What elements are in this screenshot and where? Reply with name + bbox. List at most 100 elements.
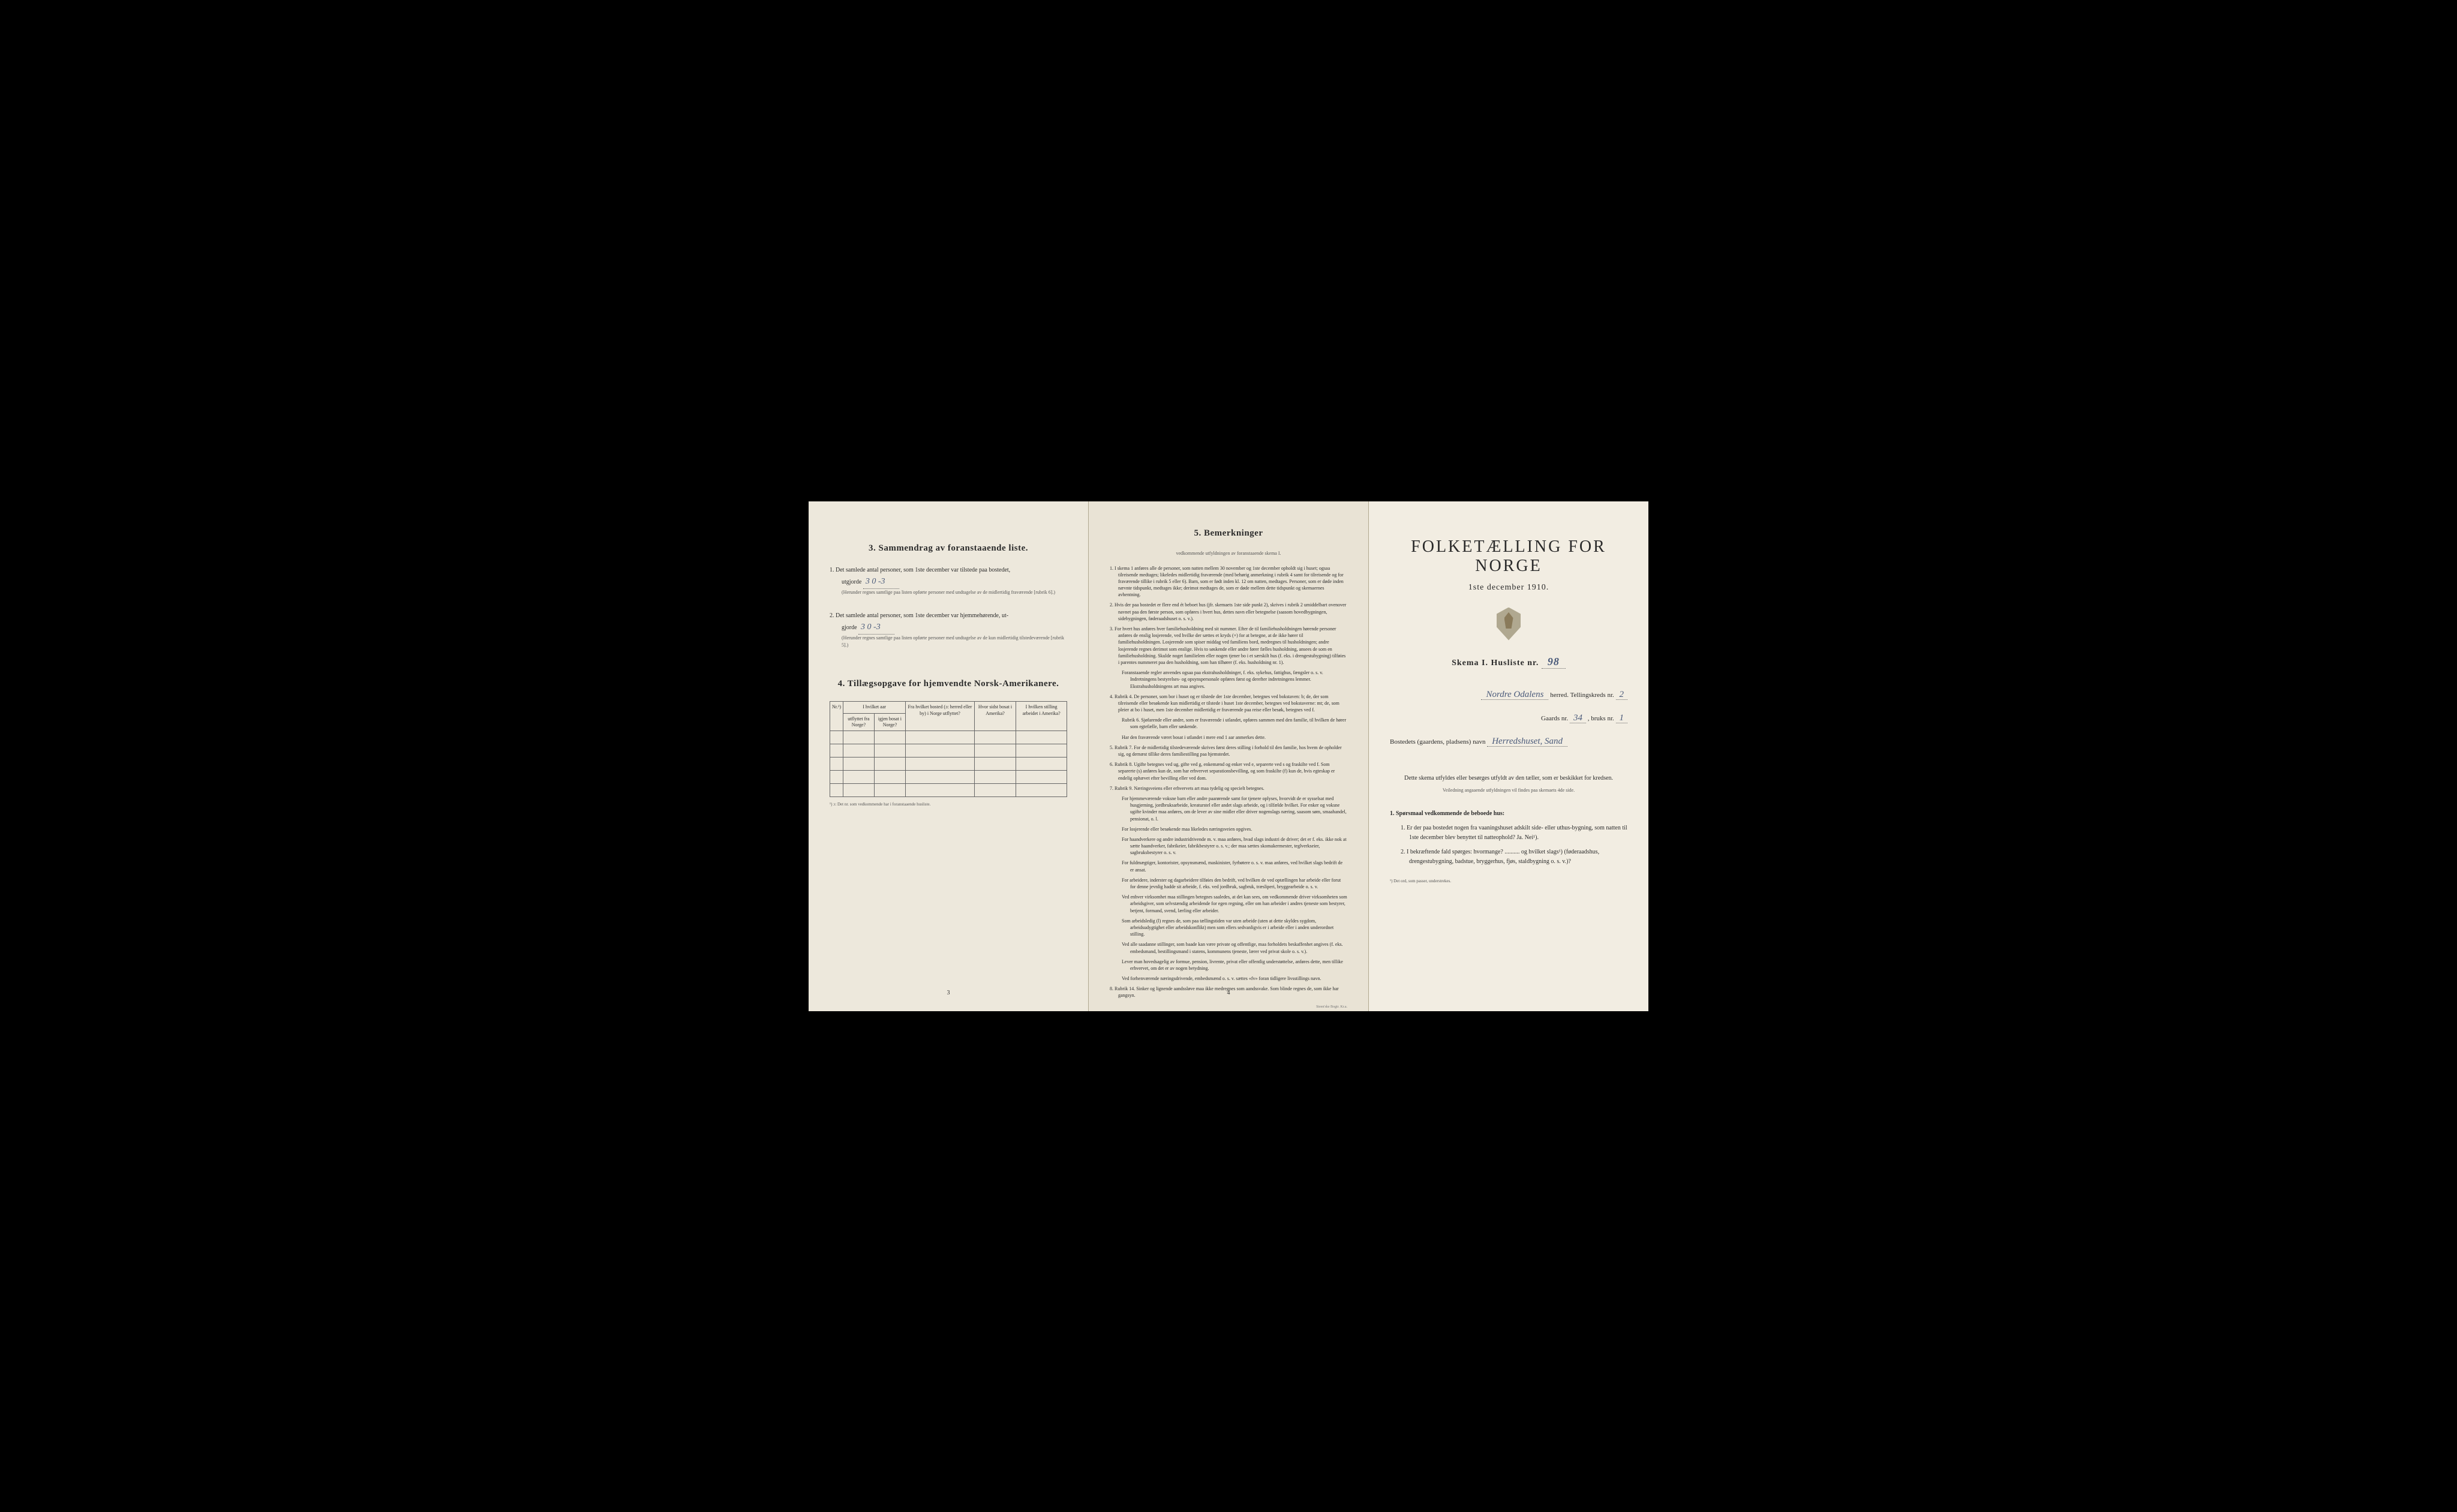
table-footnote: ¹) ɔ: Det nr. som vedkommende har i fora… [830,802,1067,807]
item1-value: 3 0 -3 [863,575,899,589]
remark-item: 2. Hvis der paa bostedet er flere end ét… [1110,602,1347,622]
document-spread: 3. Sammendrag av foranstaaende liste. 1.… [809,501,1648,1011]
table-cell [906,757,975,771]
herred-value: Nordre Odalens [1481,690,1548,700]
table-cell [974,757,1016,771]
item2-note: (Herunder regnes samtlige paa listen opf… [842,635,1067,649]
table-cell [843,744,875,757]
th-stilling: I hvilken stilling arbeidet i Amerika? [1016,702,1067,731]
table-cell [843,757,875,771]
table-cell [843,784,875,797]
bosted-line: Bostedets (gaardens, pladsens) navn Herr… [1390,734,1627,750]
section5-subtitle: vedkommende utfyldningen av foranstaaend… [1110,551,1347,556]
herred-line: Nordre Odalens herred. Tellingskreds nr.… [1390,687,1627,703]
page-center: 5. Bemerkninger vedkommende utfyldningen… [1089,501,1369,1011]
coat-of-arms-icon [1494,608,1524,641]
th-bosat: igjen bosat i Norge? [874,713,905,731]
page-left: 3. Sammendrag av foranstaaende liste. 1.… [809,501,1089,1011]
herred-label: herred. Tellingskreds nr. [1550,692,1614,699]
bruks-nr: 1 [1616,713,1628,723]
table-cell [830,744,843,757]
gaards-line: Gaards nr. 34 , bruks nr. 1 [1390,710,1627,726]
table-cell [874,744,905,757]
amerikanere-table: Nr.¹) I hvilket aar Fra hvilket bosted (… [830,701,1067,797]
remark-item: 5. Rubrik 7. For de midlertidig tilstede… [1110,744,1347,757]
table-cell [874,771,905,784]
table-cell [830,757,843,771]
remark-sub-item: Ved forhenværende næringsdrivende, embed… [1122,975,1347,982]
gaards-label: Gaards nr. [1541,715,1568,722]
remark-sub-item: Som arbeidsledig (l) regnes de, som paa … [1122,918,1347,938]
table-cell [830,771,843,784]
th-bosted: Fra hvilket bosted (ɔ: herred eller by) … [906,702,975,731]
skema-line: Skema I. Husliste nr. 98 [1390,656,1627,669]
summary-item-1: 1. Det samlede antal personer, som 1ste … [830,566,1067,596]
table-cell [1016,757,1067,771]
main-title: FOLKETÆLLING FOR NORGE [1390,537,1627,576]
item1-note: (Herunder regnes samtlige paa listen opf… [842,589,1067,596]
table-cell [1016,784,1067,797]
kreds-nr: 2 [1616,690,1628,700]
q-header: 1. Spørsmaal vedkommende de beboede hus: [1390,809,1627,819]
skema-label: Skema I. Husliste nr. [1452,659,1539,668]
section5-title: 5. Bemerkninger [1110,528,1347,539]
table-cell [906,731,975,744]
question-1: 1. Er der paa bostedet nogen fra vaaning… [1401,823,1627,843]
remark-sub-item: Har den fraværende været bosat i utlande… [1122,734,1347,741]
table-cell [1016,744,1067,757]
remark-item: 6. Rubrik 8. Ugifte betegnes ved ug, gif… [1110,761,1347,781]
section4-title: 4. Tillægsopgave for hjemvendte Norsk-Am… [830,679,1067,689]
table-cell [843,731,875,744]
th-amerika: Hvor sidst bosat i Amerika? [974,702,1016,731]
questions-block: 1. Spørsmaal vedkommende de beboede hus:… [1390,809,1627,867]
remark-sub-item: For losjerende eller besøkende maa likel… [1122,826,1347,832]
table-cell [874,784,905,797]
remark-sub-item: For arbeidere, inderster og dagarbeidere… [1122,877,1347,890]
table-cell [906,784,975,797]
remark-sub-item: Lever man hovedsagelig av formue, pensio… [1122,958,1347,972]
table-cell [974,771,1016,784]
table-row [830,731,1067,744]
th-aar: I hvilket aar [843,702,906,713]
table-cell [874,731,905,744]
table-cell [974,784,1016,797]
item1-text: 1. Det samlede antal personer, som 1ste … [830,566,1067,575]
gaards-nr: 34 [1570,713,1586,723]
remark-sub-item: For haandverkere og andre industridriven… [1122,836,1347,856]
bruks-label: , bruks nr. [1588,715,1614,722]
table-cell [974,731,1016,744]
instruction-sub: Veiledning angaaende utfyldningen vil fi… [1390,787,1627,795]
table-cell [1016,771,1067,784]
footnote-text: ¹) Det ord, som passer, understrekes. [1390,879,1451,883]
table-cell [830,731,843,744]
table-row [830,784,1067,797]
remark-sub-item: Ved alle saadanne stillinger, som baade … [1122,941,1347,954]
table-cell [830,784,843,797]
table-row [830,771,1067,784]
instruction-text: Dette skema utfyldes eller besørges utfy… [1390,774,1627,783]
remark-sub-item: Foranstaaende regler anvendes ogsaa paa … [1122,669,1347,690]
printer-mark: Steen'ske Bogtr. Kr.a. [1110,1005,1347,1009]
item2-text: 2. Det samlede antal personer, som 1ste … [830,611,1067,621]
remark-item: 1. I skema 1 anføres alle de personer, s… [1110,565,1347,599]
question-2: 2. I bekræftende fald spørges: hvormange… [1401,847,1627,867]
bosted-label: Bostedets (gaardens, pladsens) navn [1390,738,1485,746]
instruction: Dette skema utfyldes eller besørges utfy… [1390,774,1627,795]
table-cell [906,771,975,784]
remark-sub-item: Rubrik 6. Sjøfarende eller andre, som er… [1122,717,1347,730]
remark-item: 7. Rubrik 9. Næringsveiens eller erhverv… [1110,785,1347,792]
item2-value: 3 0 -3 [858,621,894,635]
th-utflyttet: utflyttet fra Norge? [843,713,875,731]
remark-item: 4. Rubrik 4. De personer, som bor i huse… [1110,693,1347,714]
bosted-value: Herredshuset, Sand [1487,737,1567,747]
remarks-list: 1. I skema 1 anføres alle de personer, s… [1110,565,1347,999]
th-nr: Nr.¹) [830,702,843,731]
item1-word: utgjorde [842,579,861,585]
husliste-nr: 98 [1542,656,1566,669]
remark-item: 3. For hvert hus anføres hver familiehus… [1110,626,1347,666]
item2-word: gjorde [842,624,857,631]
remark-sub-item: Ved enhver virksomhet maa stillingen bet… [1122,894,1347,914]
page-number-4: 4 [1227,990,1230,996]
page-right: FOLKETÆLLING FOR NORGE 1ste december 191… [1369,501,1648,1011]
census-date: 1ste december 1910. [1390,583,1627,593]
